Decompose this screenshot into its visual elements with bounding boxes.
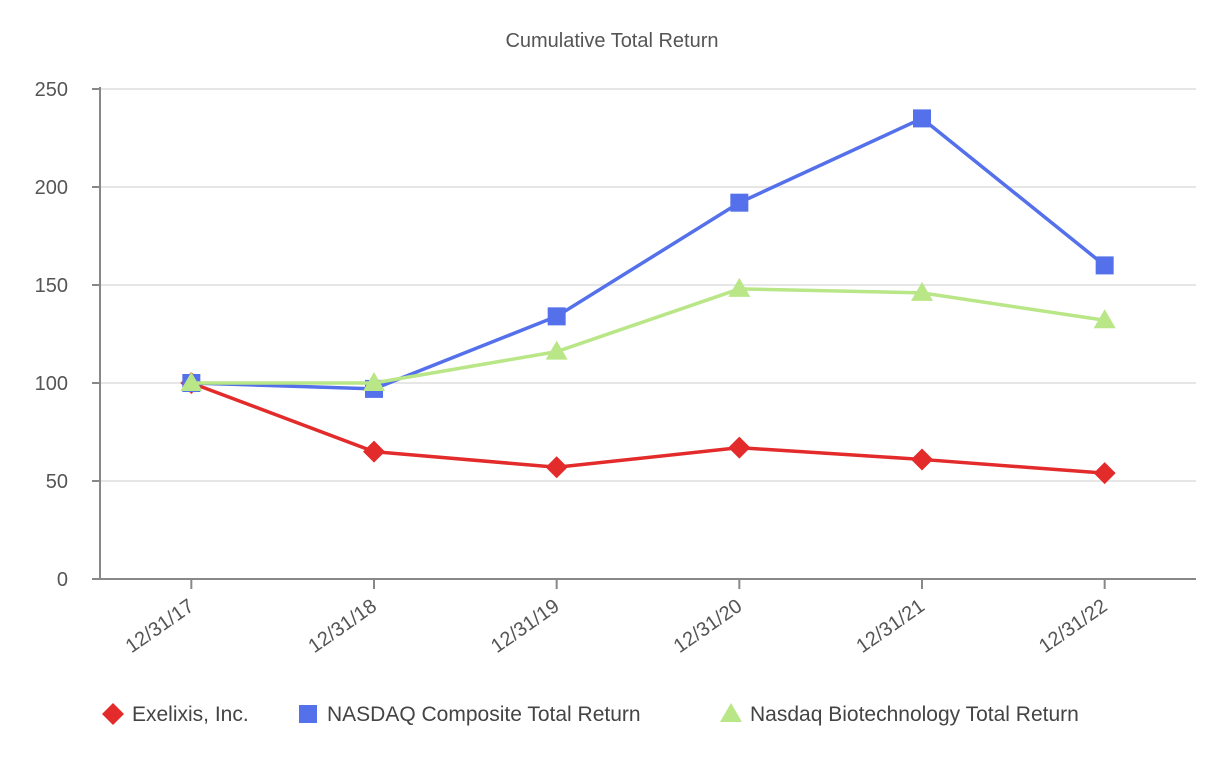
legend-item: NASDAQ Composite Total Return — [299, 703, 641, 726]
data-point-square — [547, 307, 566, 326]
legend-square-icon — [299, 705, 317, 723]
y-tick-label: 150 — [35, 275, 68, 297]
series-1 — [182, 109, 1114, 398]
data-point-diamond — [728, 436, 751, 459]
legend-label: Nasdaq Biotechnology Total Return — [750, 703, 1079, 726]
legend-item: Exelixis, Inc. — [102, 703, 249, 726]
x-tick-label: 12/31/18 — [304, 595, 380, 658]
x-tick-label: 12/31/17 — [122, 595, 198, 658]
x-tick-label: 12/31/22 — [1035, 595, 1111, 658]
data-point-square — [913, 109, 931, 128]
y-tick-label: 200 — [35, 177, 68, 199]
data-point-triangle — [728, 277, 751, 297]
data-point-square — [1095, 256, 1114, 275]
series-line — [190, 381, 1105, 475]
data-point-square — [730, 193, 749, 212]
legend-label: Exelixis, Inc. — [132, 703, 249, 726]
data-point-triangle — [911, 281, 933, 301]
data-point-diamond — [911, 448, 933, 471]
data-point-diamond — [545, 456, 568, 479]
x-tick-label: 12/31/21 — [852, 595, 928, 658]
data-point-triangle — [545, 340, 568, 360]
legend-label: NASDAQ Composite Total Return — [327, 703, 641, 726]
legend-item: Nasdaq Biotechnology Total Return — [720, 703, 1079, 726]
y-tick-label: 0 — [57, 569, 68, 591]
series-line — [191, 116, 1106, 391]
x-tick-label: 12/31/20 — [670, 595, 746, 658]
y-tick-label: 250 — [35, 79, 68, 101]
data-point-triangle — [363, 372, 385, 391]
legend-diamond-icon — [102, 703, 124, 725]
data-point-diamond — [1093, 462, 1116, 485]
series-2 — [180, 277, 1116, 391]
data-point-diamond — [363, 440, 385, 463]
series-line — [191, 287, 1105, 385]
y-tick-label: 50 — [46, 471, 68, 493]
legend-triangle-icon — [720, 703, 742, 722]
y-tick-label: 100 — [35, 373, 68, 395]
chart-title: Cumulative Total Return — [505, 30, 718, 52]
data-point-triangle — [1093, 309, 1116, 329]
data-point-triangle — [180, 372, 203, 391]
x-tick-label: 12/31/19 — [487, 595, 563, 658]
